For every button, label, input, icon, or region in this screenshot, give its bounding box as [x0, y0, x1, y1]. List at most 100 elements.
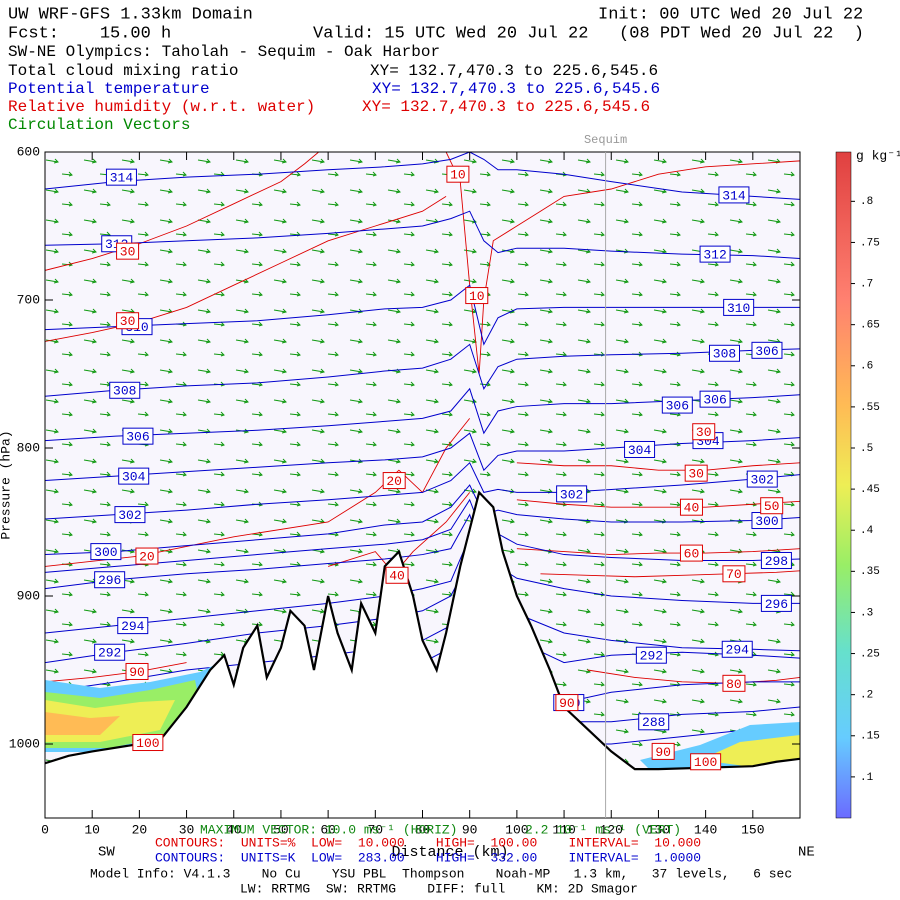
- location-label: Sequim: [584, 133, 627, 147]
- theta-label-box: [122, 427, 154, 445]
- theta-label: 294: [726, 643, 750, 658]
- theta-label-box: [721, 640, 753, 658]
- rh-label-box: [385, 566, 409, 584]
- rh-contour: [45, 196, 447, 342]
- model-info: Model Info: V4.1.3 No Cu YSU PBL Thompso…: [90, 866, 792, 881]
- axes: Sequim 0 10 20 30 40 50 60 70 80 90 100 110 120 130 140…: [9, 133, 800, 837]
- x-tick-label: 90: [462, 822, 478, 837]
- colorbar-tick-label: .7: [860, 278, 873, 290]
- terrain: [45, 490, 800, 818]
- x-tick-label: 50: [273, 822, 289, 837]
- rh-label: 40: [389, 569, 405, 584]
- field-name: Total cloud mixing ratio: [8, 62, 238, 80]
- rh-label: 60: [684, 547, 700, 562]
- y-tick-label: 800: [17, 440, 40, 455]
- x-left-label: SW: [98, 845, 115, 861]
- forecast-hour: Fcst: 15.00 h: [8, 24, 171, 43]
- rh-label: 20: [386, 474, 402, 489]
- field-name: Relative humidity (w.r.t. water): [8, 98, 315, 116]
- theta-label: 296: [765, 597, 788, 612]
- theta-label: 300: [94, 545, 117, 560]
- colorbar-tick-label: .3: [860, 607, 873, 619]
- theta-contour: [45, 152, 800, 200]
- field-name: Potential temperature: [8, 80, 210, 98]
- valid-time: Valid: 15 UTC Wed 20 Jul 22 (08 PDT Wed …: [313, 24, 864, 43]
- rh-label: 20: [139, 549, 155, 564]
- theta-label: 306: [703, 393, 726, 408]
- y-tick-label: 600: [17, 144, 40, 159]
- x-tick-label: 130: [647, 822, 670, 837]
- rh-contour: [516, 548, 800, 556]
- rh-label-box: [684, 464, 708, 482]
- theta-label-box: [723, 298, 755, 316]
- theta-label: 312: [703, 248, 726, 263]
- theta-label: 310: [727, 301, 750, 316]
- colorbar-tick-label: .6: [860, 361, 873, 373]
- rh-contour: [516, 499, 800, 508]
- max-vector: MAXIMUM VECTOR: 10.0 ms⁻¹ (HORIZ): [200, 822, 457, 837]
- x-tick-label: 0: [41, 822, 49, 837]
- theta-label-box: [699, 390, 731, 408]
- theta-label: 306: [666, 399, 689, 414]
- theta-label: 292: [98, 646, 121, 661]
- theta-label-box: [699, 245, 731, 263]
- theta-label: 300: [755, 514, 778, 529]
- colorbar-tick-label: .8: [860, 196, 873, 208]
- theta-label-box: [109, 381, 141, 399]
- y-tick-label: 700: [17, 292, 40, 307]
- rh-label: 80: [726, 677, 742, 692]
- theta-label: 308: [713, 347, 736, 362]
- theta-contour: [45, 513, 800, 604]
- theta-label: 306: [126, 430, 149, 445]
- colorbar-tick-label: .15: [860, 731, 880, 743]
- theta-label-box: [114, 506, 146, 524]
- rh-label: 100: [694, 755, 717, 770]
- rh-label-box: [132, 734, 164, 752]
- colorbar-tick-label: .4: [860, 525, 874, 537]
- theta-label-box: [556, 485, 588, 503]
- rh-label: 30: [120, 245, 136, 260]
- theta-contour: [45, 284, 800, 346]
- y-axis-title: Pressure (hPa): [0, 430, 13, 539]
- theta-label-box: [661, 396, 693, 414]
- field-xy: XY= 132.7,470.3 to 225.6,545.6: [372, 80, 660, 98]
- theta-contour: [45, 387, 800, 442]
- x-axis-title: Distance (km): [391, 844, 508, 861]
- rh-label-box: [382, 472, 406, 490]
- theta-label: 302: [751, 473, 774, 488]
- theta-label-box: [638, 713, 670, 731]
- x-tick-label: 120: [600, 822, 623, 837]
- rh-label-box: [760, 497, 784, 515]
- theta-label: 314: [722, 188, 746, 203]
- colorbar: [835, 151, 852, 819]
- rh-label: 90: [559, 696, 575, 711]
- colorbar-tick-label: .45: [860, 484, 880, 496]
- rh-label-box: [116, 312, 140, 330]
- theta-label-box: [718, 186, 750, 204]
- contour-labels: 3143143123123103103083083063063063063043…: [90, 165, 792, 771]
- rh-label-box: [125, 662, 149, 680]
- rh-label-box: [465, 287, 489, 305]
- rh-label-box: [722, 674, 746, 692]
- theta-contour: [45, 343, 800, 397]
- init-time: Init: 00 UTC Wed 20 Jul 22: [598, 5, 863, 24]
- x-tick-label: 110: [552, 822, 575, 837]
- x-tick-label: 140: [694, 822, 717, 837]
- theta-label-box: [94, 571, 126, 589]
- theta-label-box: [624, 440, 656, 458]
- colorbar-tick-label: .25: [860, 648, 880, 660]
- theta-label-box: [94, 643, 126, 661]
- contour-info: CONTOURS: UNITS=% LOW= 10.000 HIGH= 100.…: [155, 835, 701, 850]
- theta-label-box: [760, 594, 792, 612]
- colorbar-tick-label: .35: [860, 566, 880, 578]
- rh-label: 70: [726, 567, 742, 582]
- rh-contour: [587, 669, 800, 684]
- rh-label: 10: [450, 168, 466, 183]
- rh-contour: [45, 662, 187, 683]
- rh-label: 90: [655, 745, 671, 760]
- rh-contour: [45, 418, 471, 567]
- theta-contour: [45, 210, 800, 260]
- colorbar-tick-label: .75: [860, 237, 880, 249]
- x-tick-label: 40: [226, 822, 242, 837]
